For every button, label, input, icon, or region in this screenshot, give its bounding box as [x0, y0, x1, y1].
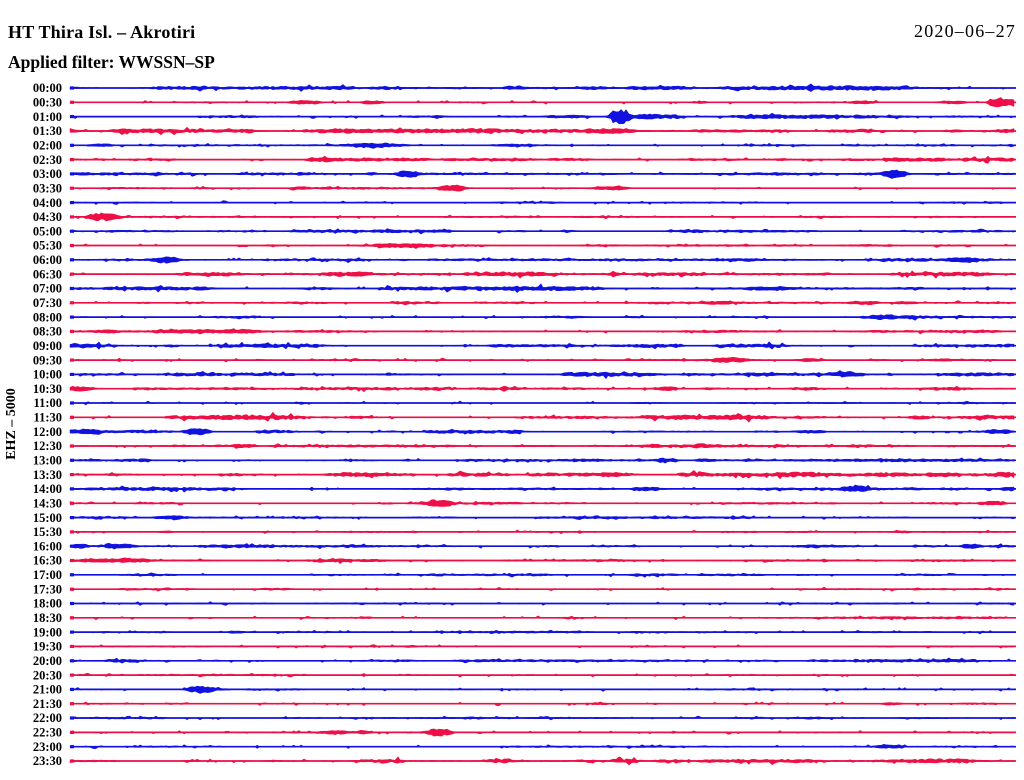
- svg-text:21:30: 21:30: [33, 697, 62, 711]
- svg-text:01:30: 01:30: [33, 124, 62, 138]
- svg-text:10:00: 10:00: [33, 368, 62, 382]
- svg-text:05:00: 05:00: [33, 224, 62, 238]
- svg-text:16:00: 16:00: [33, 539, 62, 553]
- svg-text:05:30: 05:30: [33, 239, 62, 253]
- svg-text:13:00: 13:00: [33, 454, 62, 468]
- svg-text:11:00: 11:00: [34, 396, 62, 410]
- svg-text:00:00: 00:00: [33, 81, 62, 95]
- svg-text:20:00: 20:00: [33, 654, 62, 668]
- svg-text:04:30: 04:30: [33, 210, 62, 224]
- svg-text:22:30: 22:30: [33, 726, 62, 740]
- svg-text:17:00: 17:00: [33, 568, 62, 582]
- svg-text:04:00: 04:00: [33, 196, 62, 210]
- svg-text:00:30: 00:30: [33, 96, 62, 110]
- svg-text:12:00: 12:00: [33, 425, 62, 439]
- svg-text:07:00: 07:00: [33, 282, 62, 296]
- svg-text:07:30: 07:30: [33, 296, 62, 310]
- svg-text:11:30: 11:30: [34, 411, 62, 425]
- svg-text:22:00: 22:00: [33, 711, 62, 725]
- svg-text:06:00: 06:00: [33, 253, 62, 267]
- svg-text:06:30: 06:30: [33, 267, 62, 281]
- svg-text:16:30: 16:30: [33, 554, 62, 568]
- svg-text:03:00: 03:00: [33, 167, 62, 181]
- svg-text:17:30: 17:30: [33, 582, 62, 596]
- svg-text:15:00: 15:00: [33, 511, 62, 525]
- svg-text:08:30: 08:30: [33, 325, 62, 339]
- svg-text:23:30: 23:30: [33, 754, 62, 768]
- svg-text:09:00: 09:00: [33, 339, 62, 353]
- svg-text:08:00: 08:00: [33, 310, 62, 324]
- svg-text:13:30: 13:30: [33, 468, 62, 482]
- svg-text:14:00: 14:00: [33, 482, 62, 496]
- svg-text:03:30: 03:30: [33, 181, 62, 195]
- svg-text:02:00: 02:00: [33, 139, 62, 153]
- svg-text:15:30: 15:30: [33, 525, 62, 539]
- svg-text:18:30: 18:30: [33, 611, 62, 625]
- svg-text:09:30: 09:30: [33, 353, 62, 367]
- svg-text:19:00: 19:00: [33, 625, 62, 639]
- svg-text:12:30: 12:30: [33, 439, 62, 453]
- svg-text:20:30: 20:30: [33, 668, 62, 682]
- svg-text:14:30: 14:30: [33, 497, 62, 511]
- svg-text:19:30: 19:30: [33, 640, 62, 654]
- svg-text:10:30: 10:30: [33, 382, 62, 396]
- svg-text:23:00: 23:00: [33, 740, 62, 754]
- svg-text:21:00: 21:00: [33, 683, 62, 697]
- svg-text:01:00: 01:00: [33, 110, 62, 124]
- svg-text:18:00: 18:00: [33, 597, 62, 611]
- svg-text:02:30: 02:30: [33, 153, 62, 167]
